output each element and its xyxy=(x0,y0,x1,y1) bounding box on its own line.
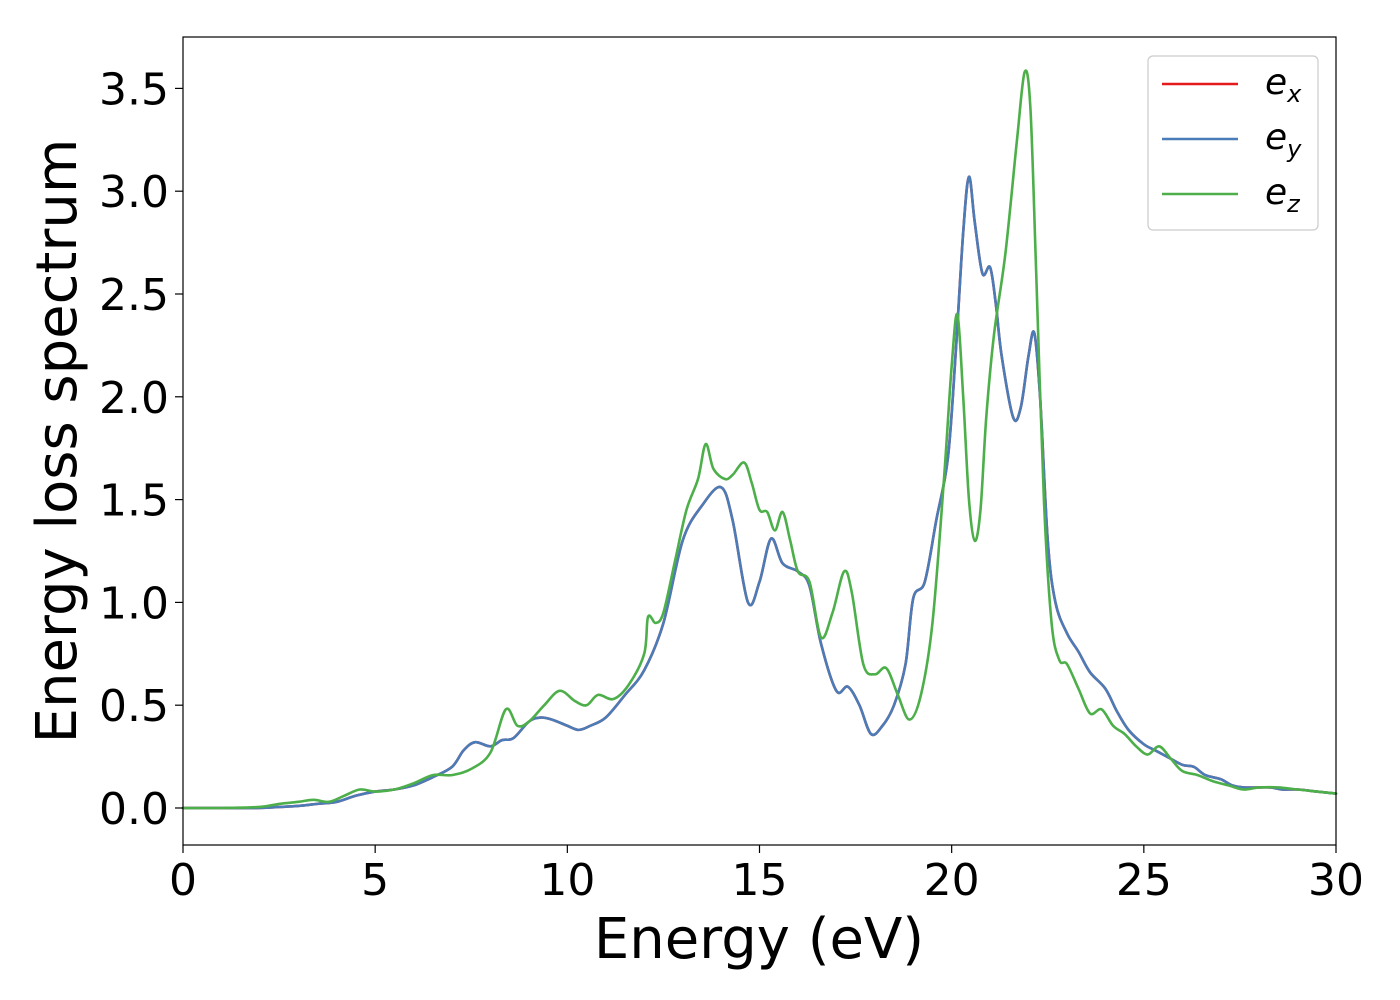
x-tick-label: 10 xyxy=(539,855,595,906)
y-tick-label: 3.5 xyxy=(99,64,169,115)
y-tick-label: 2.0 xyxy=(99,373,169,424)
y-tick-label: 1.5 xyxy=(99,476,169,527)
x-axis-label: Energy (eV) xyxy=(594,907,924,972)
x-tick-label: 5 xyxy=(361,855,389,906)
x-tick-label: 0 xyxy=(169,855,197,906)
y-axis-label: Energy loss spectrum xyxy=(25,139,90,744)
legend-box xyxy=(1147,55,1319,231)
plot-background xyxy=(183,37,1336,845)
x-tick-label: 25 xyxy=(1116,855,1172,906)
x-tick-label: 20 xyxy=(924,855,980,906)
y-axis: 0.0 0.5 1.0 1.5 2.0 2.5 3.0 3.5 xyxy=(99,64,183,835)
legend-label-y: ey xyxy=(1265,117,1302,163)
y-tick-label: 0.5 xyxy=(99,681,169,732)
x-axis: 0 5 10 15 20 25 30 xyxy=(169,845,1364,906)
y-tick-label: 0.0 xyxy=(99,784,169,835)
legend-label-x: ex xyxy=(1265,62,1302,108)
series-line-y xyxy=(181,175,1338,810)
x-tick-label: 15 xyxy=(732,855,788,906)
legend-label-z: ez xyxy=(1265,172,1301,218)
y-tick-label: 2.5 xyxy=(99,270,169,321)
y-tick-label: 1.0 xyxy=(99,578,169,629)
series-layer xyxy=(181,69,1338,810)
y-tick-label: 3.0 xyxy=(99,167,169,218)
legend: ex ey ez xyxy=(1147,55,1319,231)
series-line-z xyxy=(181,69,1338,810)
x-tick-label: 30 xyxy=(1308,855,1364,906)
